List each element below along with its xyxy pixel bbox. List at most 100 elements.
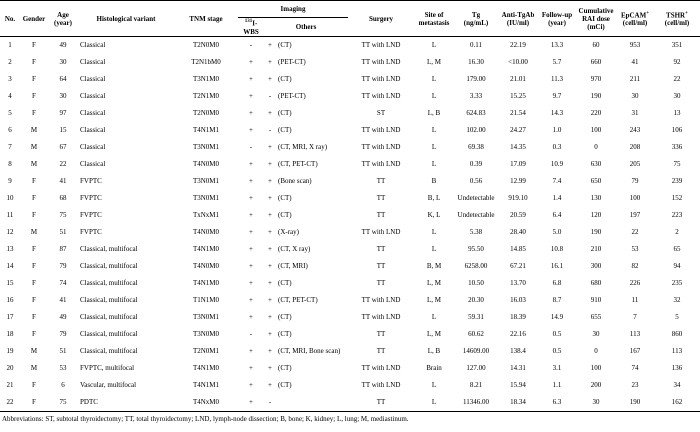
table-cell: 15 (59, 126, 67, 134)
table-cell: 17 (6, 313, 14, 321)
header-text: Follow-up (541, 10, 573, 19)
table-cell: 22 (673, 75, 681, 83)
table-cell: T4N1M1 (192, 381, 220, 389)
table-cell: 300 (590, 262, 602, 270)
table-cell: M (30, 228, 38, 236)
table-row: 8 M 22 Classical T4N0M0 + + (CT, PET-CT) TT with… (0, 156, 700, 173)
header-cell: Tg (ng/mL) (454, 1, 498, 37)
table-cell: 660 (590, 58, 602, 66)
table-cell: 136 (671, 364, 683, 372)
table-cell: 1.1 (552, 381, 562, 389)
table-cell: T3N0M0 (192, 330, 220, 338)
table-row: 20 M 53 FVPTC, multifocal T4N1M0 + + (CT) TT wit… (0, 360, 700, 377)
table-cell: T4N1M0 (192, 245, 220, 253)
table-cell: L (431, 245, 437, 253)
table-cell: 9.7 (552, 92, 562, 100)
table-cell: 49 (59, 41, 67, 49)
table-cell: Classical (80, 126, 106, 134)
table-cell: 79 (59, 262, 67, 270)
table-cell: 30 (592, 330, 600, 338)
table-cell: 5.7 (552, 58, 562, 66)
table-cell: TT (376, 262, 386, 270)
table-cell: + (268, 279, 272, 287)
table-row: 19 M 51 Classical, multifocal T2N0M1 + + (CT, M… (0, 343, 700, 360)
table-cell: TT with LND (361, 92, 401, 100)
table-row: 6 M 15 Classical T4N1M1 + - (CT) TT with LND L 102… (0, 122, 700, 139)
table-cell: TT (376, 245, 386, 253)
table-cell: (CT) (278, 41, 292, 49)
table-cell: 2 (675, 228, 679, 236)
table-cell: 17.09 (510, 160, 526, 168)
table-cell: F (32, 330, 36, 338)
table-cell: 14 (6, 262, 14, 270)
table-cell: F (32, 245, 36, 253)
table-cell: + (249, 58, 253, 66)
table-cell: 92 (673, 58, 681, 66)
table-cell: 16.1 (550, 262, 564, 270)
table-cell: Brain (426, 364, 442, 372)
table-cell: Vascular, multifocal (80, 381, 137, 389)
table-cell: 20.59 (510, 211, 526, 219)
table-cell: 16 (6, 296, 14, 304)
table-row: 13 F 87 Classical, multifocal T4N1M0 + + (CT, X… (0, 241, 700, 258)
table-cell: 5 (8, 109, 12, 117)
table-cell: (CT) (278, 279, 292, 287)
table-cell: 106 (671, 126, 683, 134)
table-cell: 11 (6, 211, 14, 219)
table-cell: 79 (631, 177, 639, 185)
table-cell: L, B (427, 109, 441, 117)
table-cell: 13.70 (510, 279, 526, 287)
header-unit: (year) (54, 18, 72, 27)
table-cell: L, B (427, 347, 441, 355)
table-cell: 14.35 (510, 143, 526, 151)
table-cell: 4 (8, 92, 12, 100)
table-cell: + (249, 296, 253, 304)
table-cell: 351 (671, 41, 683, 49)
table-cell: TT (376, 398, 386, 406)
header-cell: EpCAM+ (cell/ml) (616, 1, 654, 37)
table-cell: T3N0M1 (192, 194, 220, 202)
table-cell: (CT) (278, 109, 292, 117)
table-cell: 75 (59, 398, 67, 406)
table-cell: 18 (6, 330, 14, 338)
table-cell: 0.11 (470, 41, 483, 49)
table-cell: 20 (6, 364, 14, 372)
table-cell: + (268, 245, 272, 253)
table-cell: 3.1 (552, 364, 562, 372)
table-cell: + (268, 58, 272, 66)
table-cell: + (249, 126, 253, 134)
table-cell: Classical (80, 41, 106, 49)
header-sup: + (685, 10, 688, 16)
table-cell: F (32, 296, 36, 304)
table-cell: Undetectable (457, 194, 495, 202)
header-text: TSHR (666, 11, 686, 20)
table-cell: TT with LND (361, 41, 401, 49)
table-cell: 14.85 (510, 245, 526, 253)
header-sup: + (646, 10, 650, 16)
table-cell: Classical (80, 75, 106, 83)
table-cell: + (268, 381, 272, 389)
table-cell: 12 (6, 228, 14, 236)
table-cell: 51 (59, 228, 67, 236)
table-cell: F (32, 262, 36, 270)
table-cell: T4N1M1 (192, 126, 220, 134)
table-cell: 0 (594, 347, 598, 355)
table-cell: 30 (673, 92, 681, 100)
table-cell: 68 (59, 194, 67, 202)
table-cell: L (431, 143, 437, 151)
header-text: Anti-TgAb (501, 10, 535, 19)
table-cell: 10 (6, 194, 14, 202)
table-cell: (CT, X ray) (278, 245, 311, 253)
table-cell: (Bone scan) (278, 177, 312, 185)
table-cell: 190 (590, 228, 602, 236)
table-cell: T2N0M1 (192, 347, 220, 355)
table-cell: 12.99 (510, 177, 526, 185)
table-cell: 100 (629, 194, 641, 202)
table-cell: + (249, 364, 253, 372)
table-cell: 6.3 (552, 398, 562, 406)
table-cell: F (32, 58, 36, 66)
table-cell: 15 (6, 279, 14, 287)
table-cell: K, L (427, 211, 441, 219)
table-cell: F (32, 177, 36, 185)
